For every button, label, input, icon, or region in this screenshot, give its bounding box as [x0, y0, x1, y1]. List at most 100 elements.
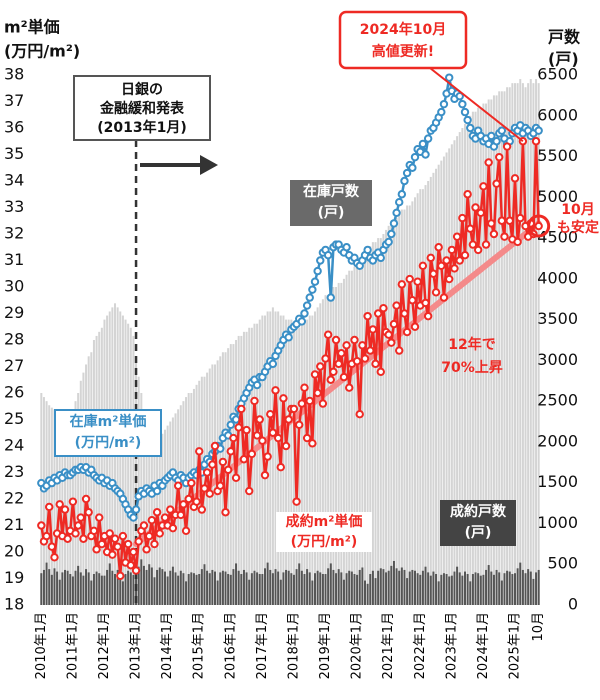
point: [310, 370, 320, 379]
point: [534, 126, 543, 135]
bar: [61, 572, 64, 605]
bar: [148, 425, 151, 605]
bar: [471, 111, 474, 605]
x-tick-label: 2010年1月: [34, 612, 49, 679]
bar: [127, 323, 130, 605]
annotation: 70%上昇: [441, 360, 503, 376]
bar: [129, 572, 132, 605]
point: [326, 293, 335, 302]
bar: [508, 571, 511, 605]
line: [40, 141, 540, 576]
bar: [137, 566, 140, 605]
point: [302, 433, 312, 443]
bar: [466, 574, 469, 605]
bar: [206, 570, 209, 605]
bar: [95, 571, 98, 605]
bar: [256, 323, 259, 605]
point: [210, 441, 220, 451]
bar: [521, 83, 524, 605]
bar: [392, 560, 395, 605]
bar: [274, 569, 277, 605]
point: [95, 513, 104, 522]
annotation: (2013年1月): [97, 119, 187, 136]
bar: [364, 250, 366, 606]
bar: [335, 573, 338, 605]
bar: [469, 115, 472, 606]
point: [60, 505, 70, 514]
bar: [421, 189, 424, 605]
bar: [98, 331, 101, 605]
y-tick-label: 32: [4, 224, 24, 243]
bar: [332, 287, 335, 605]
bar: [516, 83, 519, 605]
point: [476, 208, 485, 218]
point: [300, 383, 309, 392]
point: [413, 277, 422, 286]
point: [502, 142, 512, 151]
bar: [492, 574, 495, 605]
point: [402, 327, 412, 337]
point: [445, 73, 454, 82]
bar: [150, 567, 153, 605]
bar: [161, 569, 164, 605]
bar: [253, 570, 256, 605]
bar: [464, 123, 466, 605]
bar: [411, 201, 414, 605]
point: [200, 484, 209, 493]
x-tick-label: 2020年1月: [350, 612, 365, 679]
point: [281, 441, 291, 451]
bar: [450, 144, 453, 606]
bar: [421, 570, 424, 605]
bar: [406, 205, 409, 605]
point: [313, 266, 322, 276]
bar: [477, 573, 480, 605]
bar: [337, 569, 340, 605]
bar: [440, 574, 443, 605]
point: [450, 264, 459, 273]
y2-tick-label: 2000: [537, 431, 578, 450]
point: [345, 383, 354, 392]
bar: [245, 331, 248, 605]
bar: [190, 572, 193, 605]
point: [226, 420, 235, 429]
point: [410, 322, 420, 331]
bar: [45, 401, 48, 605]
bar: [79, 572, 82, 605]
point: [221, 508, 230, 517]
bar: [516, 568, 519, 605]
point: [179, 500, 188, 509]
bar: [111, 570, 114, 605]
point: [458, 99, 467, 109]
point: [387, 229, 396, 239]
bar: [474, 111, 477, 605]
bar: [369, 574, 372, 605]
y-tick-label: 21: [4, 515, 24, 534]
point: [47, 542, 57, 551]
point: [460, 251, 470, 260]
bar: [290, 319, 293, 605]
point: [510, 174, 520, 183]
bar: [100, 327, 103, 605]
point: [458, 213, 467, 223]
bar: [419, 574, 422, 605]
point: [160, 513, 170, 522]
bar: [245, 572, 248, 605]
point: [245, 486, 254, 496]
bar: [98, 573, 101, 605]
bar: [366, 246, 369, 605]
bar: [464, 571, 466, 605]
point: [252, 431, 262, 440]
bar: [353, 266, 356, 605]
point: [400, 176, 409, 186]
right-axis-title: 戸数: [548, 28, 581, 47]
point: [276, 463, 285, 472]
point: [471, 203, 480, 212]
point: [489, 229, 499, 239]
point: [184, 494, 193, 504]
series-label: 在庫m²単価: [70, 413, 147, 430]
bar: [53, 568, 56, 605]
bar: [535, 79, 538, 606]
bar: [366, 583, 369, 605]
point: [295, 420, 304, 429]
bar: [400, 567, 403, 605]
